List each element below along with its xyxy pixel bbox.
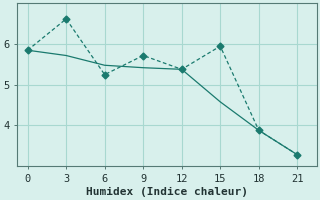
X-axis label: Humidex (Indice chaleur): Humidex (Indice chaleur) xyxy=(86,186,248,197)
